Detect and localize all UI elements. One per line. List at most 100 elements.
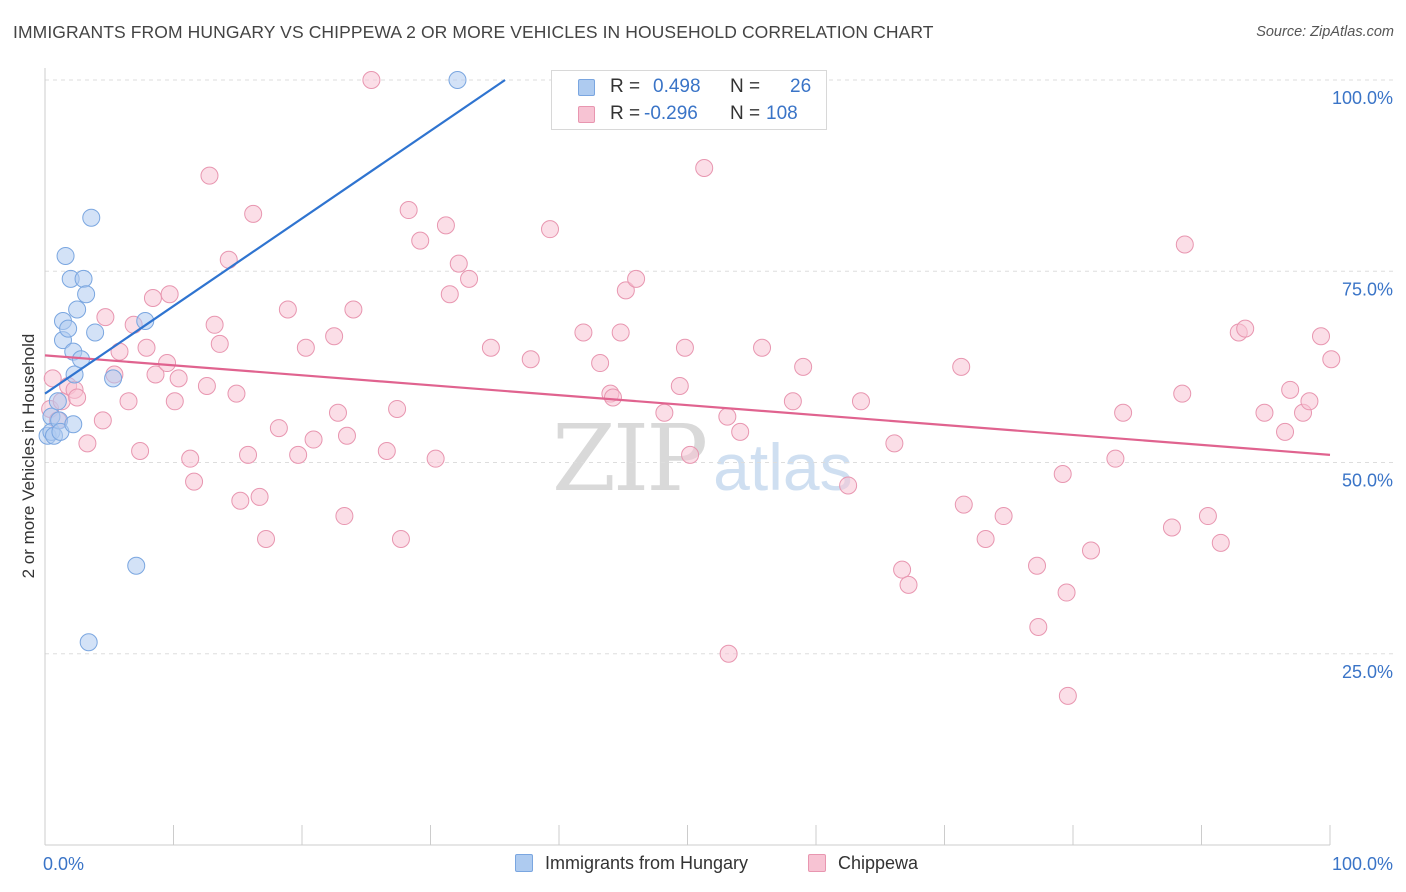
chippewa-point [250, 487, 269, 506]
chart-title: IMMIGRANTS FROM HUNGARY VS CHIPPEWA 2 OR… [13, 22, 934, 42]
legend-n-label: N = [730, 76, 761, 97]
chippewa-point [78, 434, 97, 453]
chippewa-point [244, 204, 263, 223]
y-axis-label-text: 2 or more Vehicles in Household [19, 333, 38, 579]
chippewa-point [1106, 449, 1125, 468]
legend-swatch-chippewa [578, 106, 595, 123]
chippewa-point [885, 434, 904, 453]
chippewa-point [227, 384, 246, 403]
chippewa-point [719, 644, 738, 663]
hungary-point [448, 71, 467, 89]
chippewa-point [210, 334, 229, 353]
legend-row-hungary: R = 0.498 N = 26 [552, 75, 826, 101]
chippewa-point [1312, 327, 1331, 346]
hungary-point [48, 392, 67, 411]
chippewa-point [994, 507, 1013, 526]
chippewa-point [449, 254, 468, 273]
chippewa-points [41, 71, 1341, 705]
chippewa-point [96, 308, 115, 327]
chippewa-point [1322, 350, 1341, 369]
chippewa-point [335, 507, 354, 526]
chippewa-point [131, 442, 150, 461]
chippewa-point [675, 338, 694, 357]
chippewa-point [541, 220, 560, 239]
chippewa-point [681, 445, 700, 464]
chippewa-point [143, 289, 162, 308]
chippewa-point [296, 338, 315, 357]
chippewa-point [1057, 583, 1076, 602]
chippewa-point [257, 530, 276, 548]
chippewa-point [1175, 235, 1194, 254]
chippewa-point [200, 166, 219, 185]
legend-swatch-hungary [515, 854, 533, 872]
tick-labels: 100.0% 75.0% 50.0% 25.0% 0.0% 100.0% [43, 88, 1393, 874]
chippewa-point [328, 403, 347, 422]
chippewa-point [411, 231, 430, 250]
chippewa-point [655, 403, 674, 422]
legend-n-label: N = [730, 103, 761, 124]
chippewa-point [239, 445, 258, 464]
y-tick-label: 75.0% [1342, 279, 1393, 299]
chippewa-point [899, 575, 918, 594]
chippewa-point [440, 285, 459, 304]
gridlines [45, 79, 1395, 655]
source-credit: Source: ZipAtlas.com [1256, 24, 1394, 40]
hungary-point [68, 300, 87, 319]
chippewa-point [426, 449, 445, 468]
legend-n-value: 26 [790, 76, 812, 97]
correlation-legend: R = 0.498 N = 26 R = -0.296 N = 108 [551, 70, 827, 130]
chippewa-point [289, 445, 308, 464]
hungary-point [127, 556, 146, 575]
chippewa-point [954, 495, 973, 514]
chippewa-point [611, 323, 630, 342]
chippewa-point [337, 426, 356, 445]
chippewa-point [460, 269, 479, 288]
trend-lines [44, 79, 1331, 456]
chippewa-point [146, 365, 165, 384]
y-tick-label: 50.0% [1342, 471, 1393, 491]
chippewa-point [325, 327, 344, 346]
chippewa-point [794, 357, 813, 376]
chippewa-point [1198, 507, 1217, 526]
chippewa-point [616, 281, 635, 300]
chippewa-point [436, 216, 455, 235]
chippewa-point [399, 201, 418, 220]
hungary-point [74, 269, 93, 288]
chippewa-point [160, 285, 179, 304]
legend-n-value: 108 [766, 103, 798, 124]
chippewa-point [1255, 403, 1274, 422]
chippewa-point [1028, 556, 1047, 575]
chippewa-point [1114, 403, 1133, 422]
legend-r-value: -0.296 [644, 103, 698, 124]
chippewa-point [205, 315, 224, 334]
chippewa-point [783, 392, 802, 411]
hungary-point [64, 415, 83, 434]
chippewa-point [670, 377, 689, 395]
legend-label-hungary: Immigrants from Hungary [545, 853, 749, 873]
chippewa-point [43, 369, 62, 388]
hungary-point [79, 633, 98, 652]
y-tick-label: 25.0% [1342, 662, 1393, 682]
x-tick-label: 100.0% [1332, 854, 1393, 874]
chippewa-point [391, 530, 410, 548]
chippewa-point [718, 407, 737, 426]
hungary-point [136, 311, 155, 330]
hungary-point [59, 319, 78, 338]
chippewa-point [165, 392, 184, 411]
x-tick-label: 0.0% [43, 854, 84, 874]
hungary-point [82, 208, 101, 227]
hungary-point [77, 285, 96, 304]
chippewa-point [1029, 617, 1048, 636]
chippewa-point [304, 430, 323, 449]
chippewa-point [269, 419, 288, 438]
axes [44, 68, 1331, 846]
chippewa-point [362, 71, 381, 89]
chippewa-point [481, 338, 500, 357]
legend-label-chippewa: Chippewa [838, 853, 919, 873]
chippewa-point [231, 491, 250, 510]
chippewa-point [278, 300, 297, 319]
chippewa-point [1173, 384, 1192, 403]
legend-swatch-hungary [578, 79, 595, 96]
chippewa-point [1162, 518, 1181, 537]
